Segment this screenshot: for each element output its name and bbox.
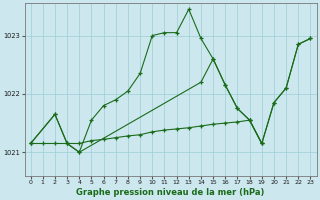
X-axis label: Graphe pression niveau de la mer (hPa): Graphe pression niveau de la mer (hPa) bbox=[76, 188, 265, 197]
